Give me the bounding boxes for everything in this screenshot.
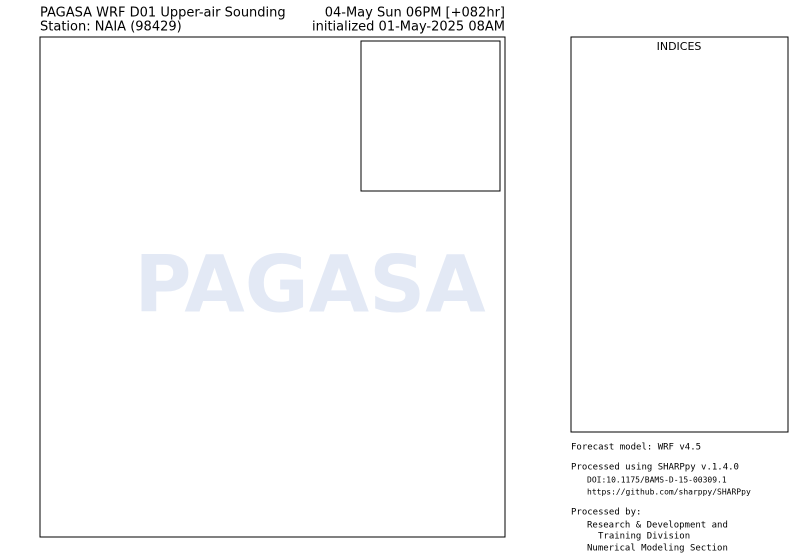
watermark: PAGASA [134,240,485,330]
init-time: initialized 01-May-2025 08AM [312,20,505,35]
footer-text: Forecast model: WRF v4.5 [571,443,701,453]
chart-subtitle: Station: NAIA (98429) [40,20,182,35]
footer-text: Research & Development and [587,521,728,531]
chart-title: PAGASA WRF D01 Upper-air Sounding [40,6,286,21]
footer-text: Processed using SHARPpy v.1.4.0 [571,463,739,473]
footer-text: https://github.com/sharppy/SHARPpy [587,488,751,497]
footer-text: Training Division [598,532,690,542]
indices-box [570,36,789,433]
hodograph-frame [360,40,501,192]
plot-frame [39,36,506,538]
footer-text: DOI:10.1175/BAMS-D-15-00309.1 [587,476,727,485]
footer-text: Processed by: [571,508,641,518]
footer-text: Numerical Modeling Section [587,544,728,554]
valid-time: 04-May Sun 06PM [+082hr] [325,6,505,21]
indices-title: INDICES [657,40,702,53]
